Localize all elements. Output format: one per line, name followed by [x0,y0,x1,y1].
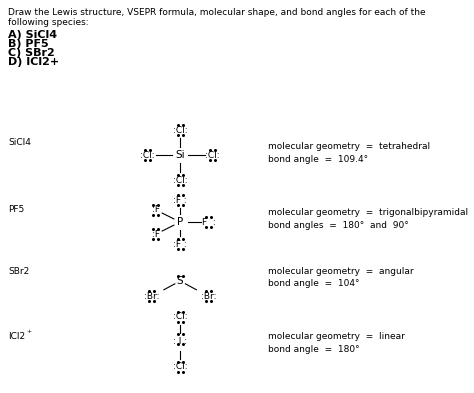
Text: Si: Si [175,150,185,160]
Text: SBr2: SBr2 [8,267,29,275]
Text: Draw the Lewis structure, VSEPR formula, molecular shape, and bond angles for ea: Draw the Lewis structure, VSEPR formula,… [8,8,426,17]
Text: molecular geometry  =  tetrahedral: molecular geometry = tetrahedral [268,142,430,151]
Text: :Br:: :Br: [201,292,217,301]
Text: ICl2: ICl2 [8,332,25,341]
Text: molecular geometry  =  trigonalbipyramidal: molecular geometry = trigonalbipyramidal [268,208,468,217]
Text: :Cl:: :Cl: [173,126,187,135]
Text: A) SiCl4: A) SiCl4 [8,30,57,40]
Text: PF5: PF5 [8,205,24,213]
Text: :F: :F [152,230,160,239]
Text: F  :: F : [202,218,216,226]
Text: :Cl:: :Cl: [173,362,187,371]
Text: SiCl4: SiCl4 [8,138,31,147]
Text: :Cl:: :Cl: [205,151,220,160]
Text: :F :: :F : [173,196,187,204]
Text: :Br:: :Br: [144,292,159,301]
Text: molecular geometry  =  angular: molecular geometry = angular [268,267,413,275]
Text: C) SBr2: C) SBr2 [8,48,55,58]
Text: D) ICl2+: D) ICl2+ [8,57,59,67]
Text: bond angle  =  109.4°: bond angle = 109.4° [268,155,368,163]
Text: B) PF5: B) PF5 [8,39,49,49]
Text: : I :: : I : [173,338,187,346]
Text: :F :: :F : [173,240,187,248]
Text: S: S [177,276,183,286]
Text: following species:: following species: [8,18,89,27]
Text: :F: :F [152,206,160,215]
Text: bond angles  =  180°  and  90°: bond angles = 180° and 90° [268,222,409,230]
Text: bond angle  =  180°: bond angle = 180° [268,345,359,354]
Text: bond angle  =  104°: bond angle = 104° [268,279,359,288]
Text: molecular geometry  =  linear: molecular geometry = linear [268,332,405,341]
Text: :Cl:: :Cl: [173,312,187,321]
Text: +: + [26,329,31,334]
Text: P: P [177,217,183,227]
Text: :Cl:: :Cl: [140,151,155,160]
Text: :Cl:: :Cl: [173,176,187,185]
